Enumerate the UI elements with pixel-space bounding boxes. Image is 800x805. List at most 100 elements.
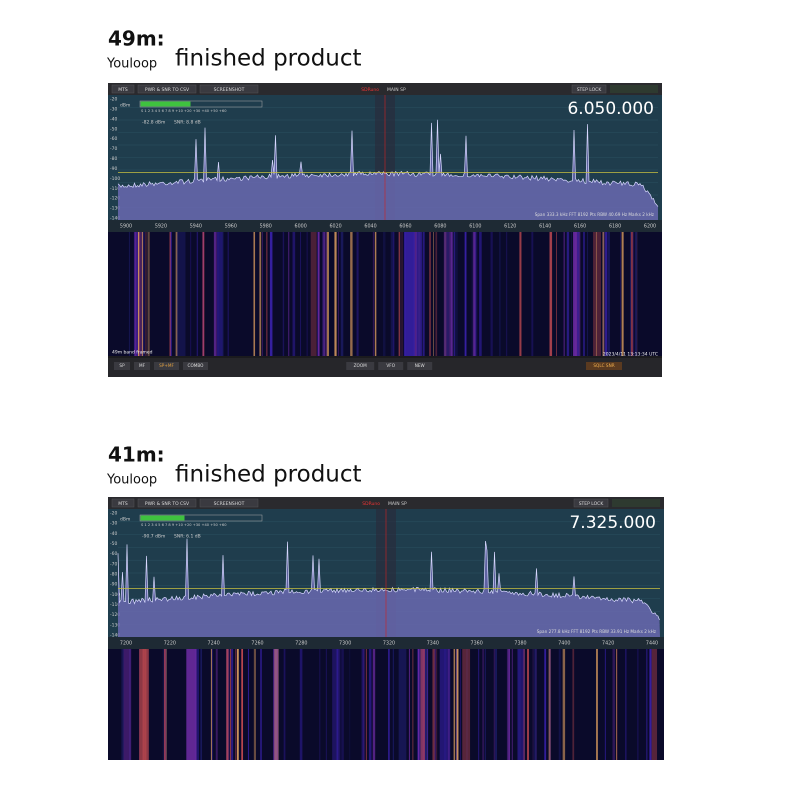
bottom-button[interactable]: [154, 362, 179, 370]
freq-label: 7380: [514, 641, 526, 647]
waterfall-trace: [128, 232, 130, 356]
snr: SNR: 6.1 dB: [174, 534, 201, 540]
waterfall-trace: [326, 232, 329, 356]
waterfall-trace: [612, 649, 615, 760]
caption: finished product: [175, 46, 362, 72]
toolbar-label: SCREENSHOT: [214, 501, 245, 507]
waterfall-trace: [340, 232, 344, 356]
dbm-label: -110: [110, 602, 120, 608]
waterfall-trace: [405, 232, 415, 356]
brand: Youloop: [106, 57, 157, 72]
freq-label: 6200: [644, 224, 656, 230]
freq-label: 6100: [469, 224, 481, 230]
waterfall-trace: [202, 232, 205, 356]
waterfall-trace: [136, 232, 144, 356]
dbm-label: -130: [110, 622, 120, 628]
toolbar-button[interactable]: [111, 84, 135, 94]
waterfall-trace: [368, 649, 372, 760]
bottom-label: ZOOM: [354, 363, 367, 368]
waterfall-trace: [522, 649, 525, 760]
waterfall-trace: [454, 232, 456, 356]
dbm-label: -30: [110, 106, 117, 112]
waterfall-trace: [211, 649, 214, 760]
waterfall-trace: [138, 232, 140, 356]
bottom-button[interactable]: [134, 362, 150, 370]
waterfall-trace: [169, 232, 172, 356]
bottom-button[interactable]: [378, 362, 404, 370]
waterfall-trace: [432, 649, 435, 760]
brand: Youloop: [106, 473, 157, 488]
dbm-label: -40: [110, 531, 117, 537]
toolbar-button[interactable]: [199, 498, 259, 508]
waterfall-trace: [649, 649, 652, 760]
waterfall-trace: [292, 232, 296, 356]
waterfall-trace: [473, 232, 476, 356]
bottom-button[interactable]: [346, 362, 375, 370]
freq-label: 5980: [260, 224, 272, 230]
dbm-label: -100: [110, 176, 120, 182]
frequency: 6.050.000: [567, 99, 654, 119]
toolbar-button[interactable]: [137, 84, 197, 94]
waterfall-trace: [433, 232, 435, 356]
dbm-label: -140: [110, 633, 120, 639]
dbm-label: -50: [110, 541, 117, 547]
toolbar-button[interactable]: [137, 498, 197, 508]
spectrum-fill: [118, 538, 660, 637]
freq-label: 6040: [364, 224, 376, 230]
waterfall-trace: [482, 649, 484, 760]
waterfall-trace: [650, 649, 658, 760]
waterfall-trace: [532, 649, 534, 760]
waterfall-trace: [349, 649, 351, 760]
waterfall-trace: [231, 649, 234, 760]
waterfall-trace: [595, 232, 598, 356]
waterfall-trace: [322, 232, 326, 356]
dbm-label: -90: [110, 166, 117, 172]
freq-label: 7260: [251, 641, 263, 647]
dbm-label: -60: [110, 136, 117, 142]
waterfall-trace: [213, 232, 217, 356]
bottom-button[interactable]: [407, 362, 433, 370]
bottom-button[interactable]: [183, 362, 208, 370]
toolbar-button[interactable]: [111, 498, 135, 508]
waterfall-trace: [582, 232, 585, 356]
waterfall-trace: [549, 649, 551, 760]
waterfall-trace: [615, 649, 617, 760]
toolbar-label: MTS: [118, 501, 128, 507]
waterfall-trace: [374, 232, 377, 356]
waterfall-trace: [415, 232, 417, 356]
waterfall-bg: [108, 232, 662, 356]
waterfall-trace: [462, 649, 471, 760]
sqlc-button[interactable]: [586, 362, 622, 370]
waterfall-trace: [429, 232, 431, 356]
smeter-scale: S 1 2 3 4 5 6 7 8 9 +10 +20 +30 +40 +50 …: [141, 523, 227, 527]
waterfall-trace: [634, 232, 638, 356]
step-lock-button[interactable]: [571, 84, 607, 94]
waterfall-trace: [435, 232, 438, 356]
waterfall-trace: [527, 649, 529, 760]
waterfall-trace: [630, 232, 632, 356]
waterfall-trace: [306, 232, 308, 356]
waterfall-trace: [365, 649, 368, 760]
span-info: Span 333.3 kHz FFT 8192 Pts RBW 40.69 Hz…: [535, 212, 655, 217]
bottom-button[interactable]: [114, 362, 130, 370]
waterfall-trace: [262, 232, 263, 356]
waterfall-trace: [616, 649, 618, 760]
waterfall-trace: [390, 232, 393, 356]
step-lock-button[interactable]: [573, 498, 609, 508]
smeter-frame: [139, 100, 263, 108]
waterfall-trace: [269, 232, 273, 356]
waterfall-trace: [283, 649, 286, 760]
waterfall-trace: [411, 649, 414, 760]
toolbar-button[interactable]: [199, 84, 259, 94]
waterfall-trace: [447, 649, 450, 760]
waterfall-trace: [415, 232, 423, 356]
waterfall-trace: [531, 232, 534, 356]
bottom-label: COMBO: [188, 363, 205, 368]
toolbar-label: PWR & SNR TO CSV: [145, 501, 190, 507]
freq-label: 6120: [504, 224, 516, 230]
dbm-label: -100: [110, 592, 120, 598]
mode: MAIN SP: [387, 87, 406, 93]
waterfall-trace: [446, 232, 450, 356]
level: -90.7 dBm: [142, 534, 165, 540]
waterfall-trace: [210, 649, 212, 760]
